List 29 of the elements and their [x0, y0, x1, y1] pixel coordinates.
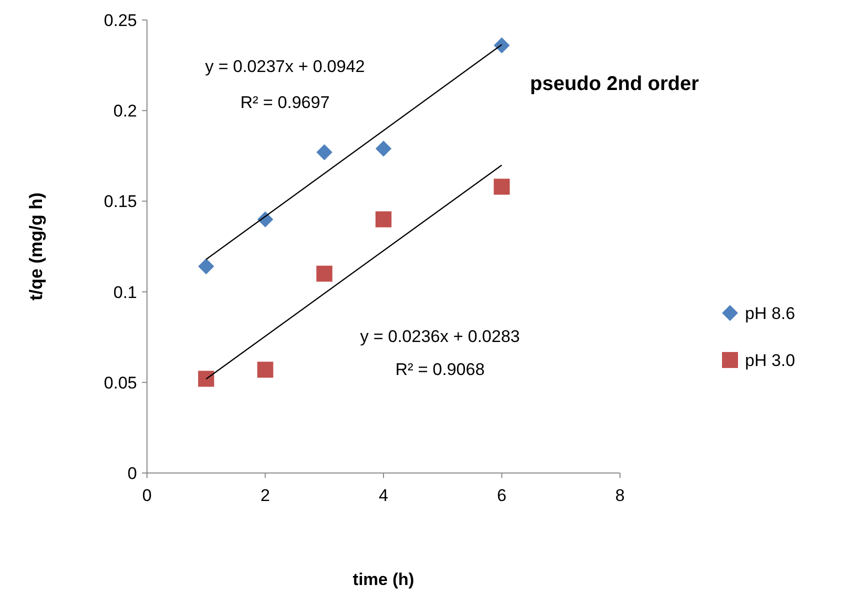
annotation: pseudo 2nd order: [530, 73, 700, 95]
annotation: y = 0.0236x + 0.0283: [360, 327, 520, 346]
point: [494, 37, 510, 54]
x-tick-label: 8: [615, 486, 625, 505]
y-tick-label: 0.2: [113, 102, 137, 121]
x-axis-title: time (h): [352, 570, 414, 589]
y-tick-label: 0.15: [104, 192, 137, 212]
point: [198, 370, 214, 387]
y-tick-label: 0.1: [113, 282, 137, 302]
point: [376, 211, 392, 228]
x-tick-label: 0: [142, 486, 152, 505]
y-axis-title: t/qe (mg/g h): [26, 192, 46, 300]
legend-label: pH 3.0: [745, 350, 796, 370]
y-tick-label: 0.25: [104, 10, 137, 30]
x-tick-label: 6: [497, 486, 506, 505]
annotation: y = 0.0237x + 0.0942: [205, 57, 365, 76]
x-tick-label: 2: [260, 486, 270, 505]
annotation: R² = 0.9068: [395, 360, 485, 379]
point: [257, 362, 274, 378]
y-tick-label: 0: [128, 464, 137, 483]
point: [376, 140, 392, 157]
x-tick-label: 4: [378, 486, 388, 505]
legend-label: pH 8.6: [745, 304, 796, 323]
point: [494, 178, 510, 195]
point: [198, 258, 214, 274]
point: [316, 266, 332, 282]
y-tick-label: 0.05: [104, 373, 137, 392]
point: [316, 144, 332, 160]
annotation: R² = 0.9697: [240, 93, 330, 112]
